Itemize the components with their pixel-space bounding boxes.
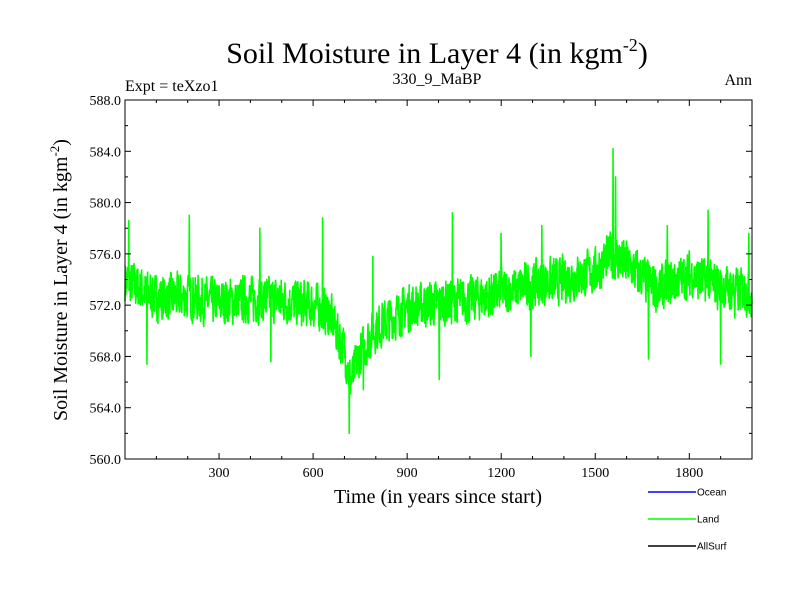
y-tick-label: 572.0 xyxy=(90,299,122,314)
plot-frame xyxy=(124,99,753,460)
x-tick-label: 900 xyxy=(397,466,418,481)
subtitle-left: Expt = teXzo1 xyxy=(125,78,218,95)
x-axis-label: Time (in years since start) xyxy=(334,486,542,508)
chart-title: Soil Moisture in Layer 4 (in kgm-2) xyxy=(226,35,648,70)
subtitle-right: Ann xyxy=(724,72,752,89)
x-tick-label: 300 xyxy=(209,466,230,481)
y-tick-label: 568.0 xyxy=(90,350,122,365)
y-axis-label: Soil Moisture in Layer 4 (in kgm-2) xyxy=(47,139,72,421)
legend-label-ocean: Ocean xyxy=(697,488,726,499)
ticks-group: 300 600 900 1200 1500 1800 560.0 564.0 568.0 572.… xyxy=(90,94,752,481)
x-tick-label: 1200 xyxy=(487,466,515,481)
chart-title-superscript: -2 xyxy=(623,35,638,55)
legend-label-allsurf: AllSurf xyxy=(697,542,727,553)
series-line-land xyxy=(124,147,753,435)
chart-title-end: ) xyxy=(638,37,648,70)
y-tick-label: 564.0 xyxy=(90,402,122,417)
y-tick-label: 588.0 xyxy=(90,94,122,109)
subtitle-center: 330_9_MaBP xyxy=(393,71,482,88)
y-axis-label-superscript: -2 xyxy=(47,146,62,157)
series-group xyxy=(124,147,753,435)
legend: Ocean Land AllSurf xyxy=(648,488,727,553)
x-tick-label: 600 xyxy=(303,466,324,481)
x-tick-label: 1800 xyxy=(675,466,703,481)
y-axis-label-main: Soil Moisture in Layer 4 (in kgm xyxy=(50,156,72,421)
y-tick-label: 580.0 xyxy=(90,197,122,212)
y-tick-label: 584.0 xyxy=(90,145,122,160)
y-tick-label: 560.0 xyxy=(90,453,122,468)
x-tick-label: 1500 xyxy=(581,466,609,481)
y-axis-label-end: ) xyxy=(50,139,72,146)
y-tick-label: 576.0 xyxy=(90,248,122,263)
legend-label-land: Land xyxy=(697,515,719,526)
chart-title-main: Soil Moisture in Layer 4 (in kgm xyxy=(226,37,623,70)
